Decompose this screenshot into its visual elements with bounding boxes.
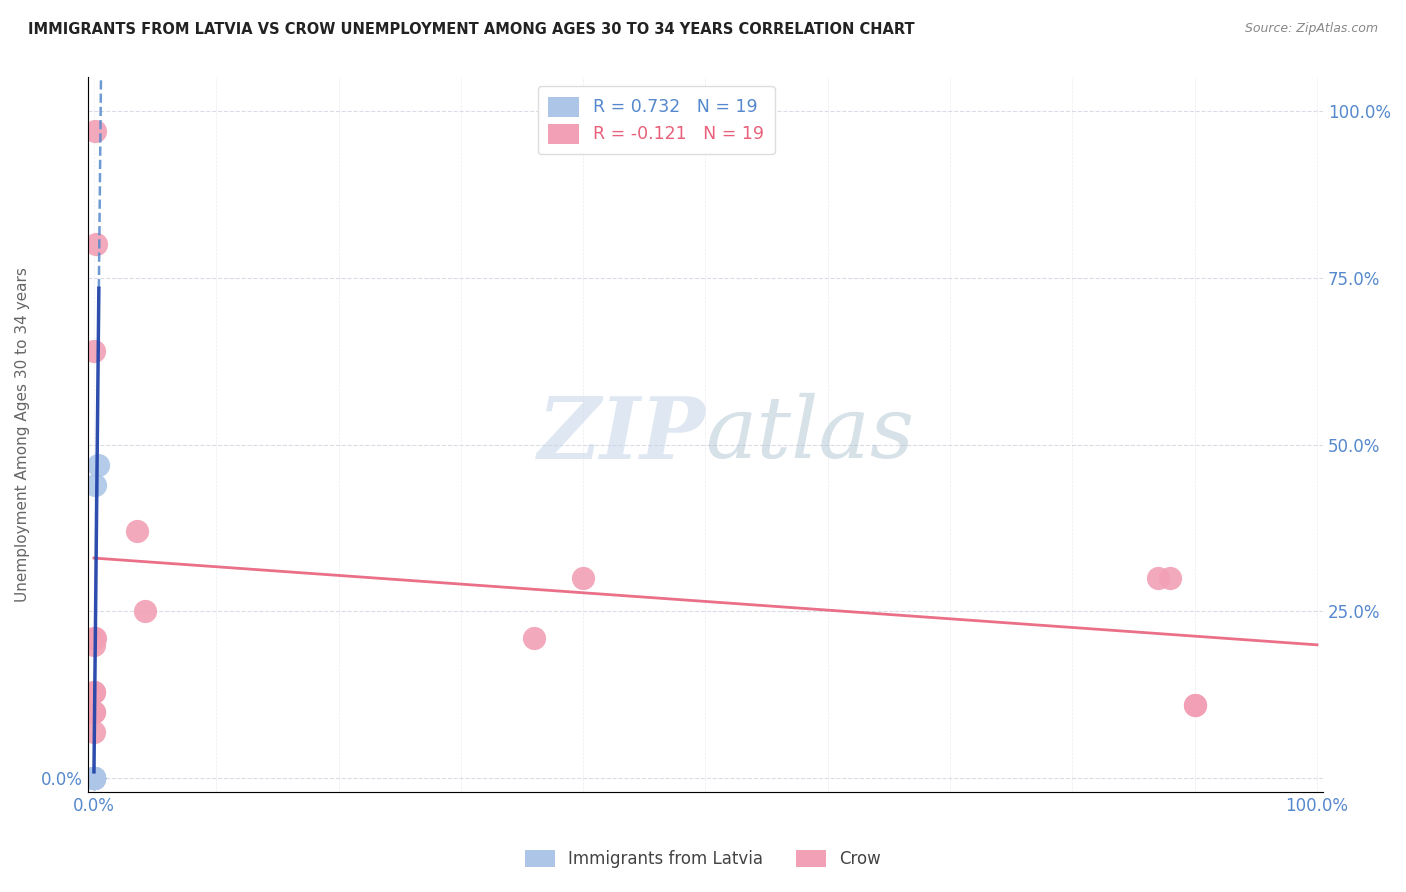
- Point: [83, 705, 105, 719]
- Point: [83, 772, 105, 786]
- Y-axis label: Unemployment Among Ages 30 to 34 years: Unemployment Among Ages 30 to 34 years: [15, 267, 30, 602]
- Point: [83, 684, 105, 698]
- Text: atlas: atlas: [706, 393, 915, 476]
- Point: [83, 772, 105, 786]
- Point: [86, 458, 108, 472]
- Text: IMMIGRANTS FROM LATVIA VS CROW UNEMPLOYMENT AMONG AGES 30 TO 34 YEARS CORRELATIO: IMMIGRANTS FROM LATVIA VS CROW UNEMPLOYM…: [28, 22, 915, 37]
- Point: [83, 772, 105, 786]
- Point: [84, 124, 107, 138]
- Point: [83, 772, 105, 786]
- Point: [1159, 571, 1181, 585]
- Point: [83, 772, 105, 786]
- Point: [83, 344, 105, 359]
- Point: [86, 237, 108, 252]
- Point: [83, 772, 105, 786]
- Point: [84, 477, 107, 491]
- Point: [83, 772, 105, 786]
- Point: [83, 724, 105, 739]
- Point: [83, 772, 105, 786]
- Point: [83, 705, 105, 719]
- Point: [83, 772, 105, 786]
- Point: [523, 631, 546, 645]
- Point: [83, 772, 105, 786]
- Point: [83, 638, 105, 652]
- Point: [83, 772, 105, 786]
- Point: [83, 772, 105, 786]
- Legend: Immigrants from Latvia, Crow: Immigrants from Latvia, Crow: [517, 843, 889, 875]
- Point: [84, 631, 107, 645]
- Point: [1184, 698, 1206, 712]
- Text: ZIP: ZIP: [537, 392, 706, 476]
- Point: [83, 772, 105, 786]
- Point: [134, 604, 156, 618]
- Point: [125, 524, 148, 539]
- Point: [83, 772, 105, 786]
- Point: [83, 631, 105, 645]
- Point: [572, 571, 595, 585]
- Point: [83, 772, 105, 786]
- Point: [1147, 571, 1170, 585]
- Point: [83, 772, 105, 786]
- Point: [1184, 698, 1206, 712]
- Point: [83, 772, 105, 786]
- Text: Source: ZipAtlas.com: Source: ZipAtlas.com: [1244, 22, 1378, 36]
- Legend: R = 0.732   N = 19, R = -0.121   N = 19: R = 0.732 N = 19, R = -0.121 N = 19: [537, 87, 775, 154]
- Point: [83, 684, 105, 698]
